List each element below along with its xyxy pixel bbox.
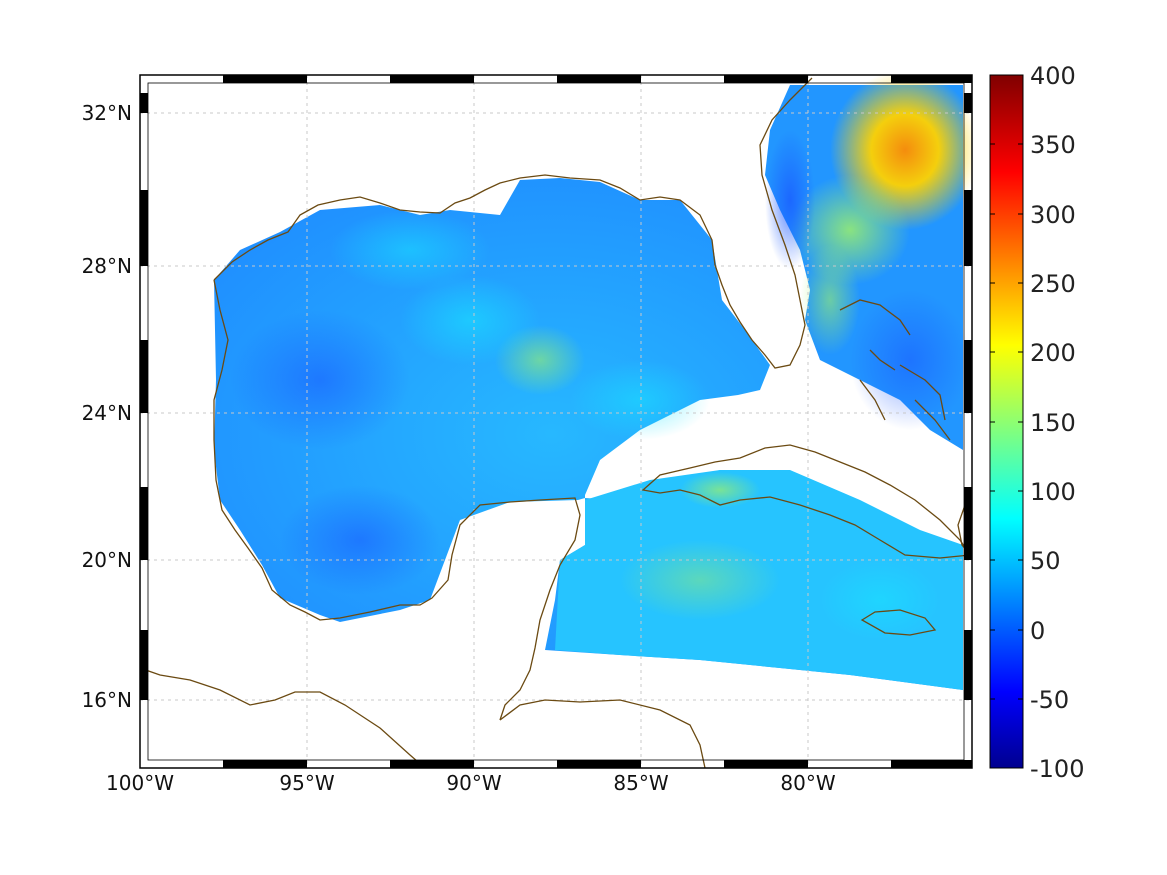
data-field [214,75,972,690]
jamaica-coastline [860,609,937,636]
us-gulf-coastline [213,77,813,369]
lat-tick-label: 28°N [82,254,132,278]
central-america-coastline [140,667,426,768]
lon-tick-label: 95°W [279,771,334,795]
colorbar-tick-label: 400 [1030,62,1076,90]
map-frame [139,74,973,769]
colorbar-tick-label: 50 [1030,547,1061,575]
latitude-axis: 32°N 28°N 24°N 20°N 16°N [82,101,132,712]
honduras-coastline [499,699,706,768]
colorbar-tick-label: 100 [1030,478,1076,506]
colorbar-tick-label: 200 [1030,339,1076,367]
lon-tick-label: 100°W [106,771,174,795]
colorbar: 400 350 300 250 200 150 100 50 0 -50 -10… [989,62,1084,783]
colorbar-tick-label: 150 [1030,409,1076,437]
mexico-coastline [213,279,581,721]
colorbar-tick-label: -50 [1030,686,1069,714]
coastlines [140,77,972,768]
bahamas-coastline [839,299,951,441]
lon-tick-label: 90°W [446,771,501,795]
lat-tick-label: 16°N [82,688,132,712]
lat-tick-label: 32°N [82,101,132,125]
colorbar-ticks [990,143,1023,700]
lat-tick-label: 24°N [82,401,132,425]
colorbar-tick-label: 300 [1030,201,1076,229]
longitude-axis: 100°W 95°W 90°W 85°W 80°W [106,771,836,795]
colorbar-tick-label: 0 [1030,617,1045,645]
colorbar-gradient [989,74,1024,769]
lon-tick-label: 80°W [780,771,835,795]
colorbar-tick-label: 250 [1030,270,1076,298]
lat-tick-label: 20°N [82,548,132,572]
lon-tick-label: 85°W [613,771,668,795]
colorbar-tick-label: -100 [1030,755,1084,783]
colorbar-tick-label: 350 [1030,131,1076,159]
